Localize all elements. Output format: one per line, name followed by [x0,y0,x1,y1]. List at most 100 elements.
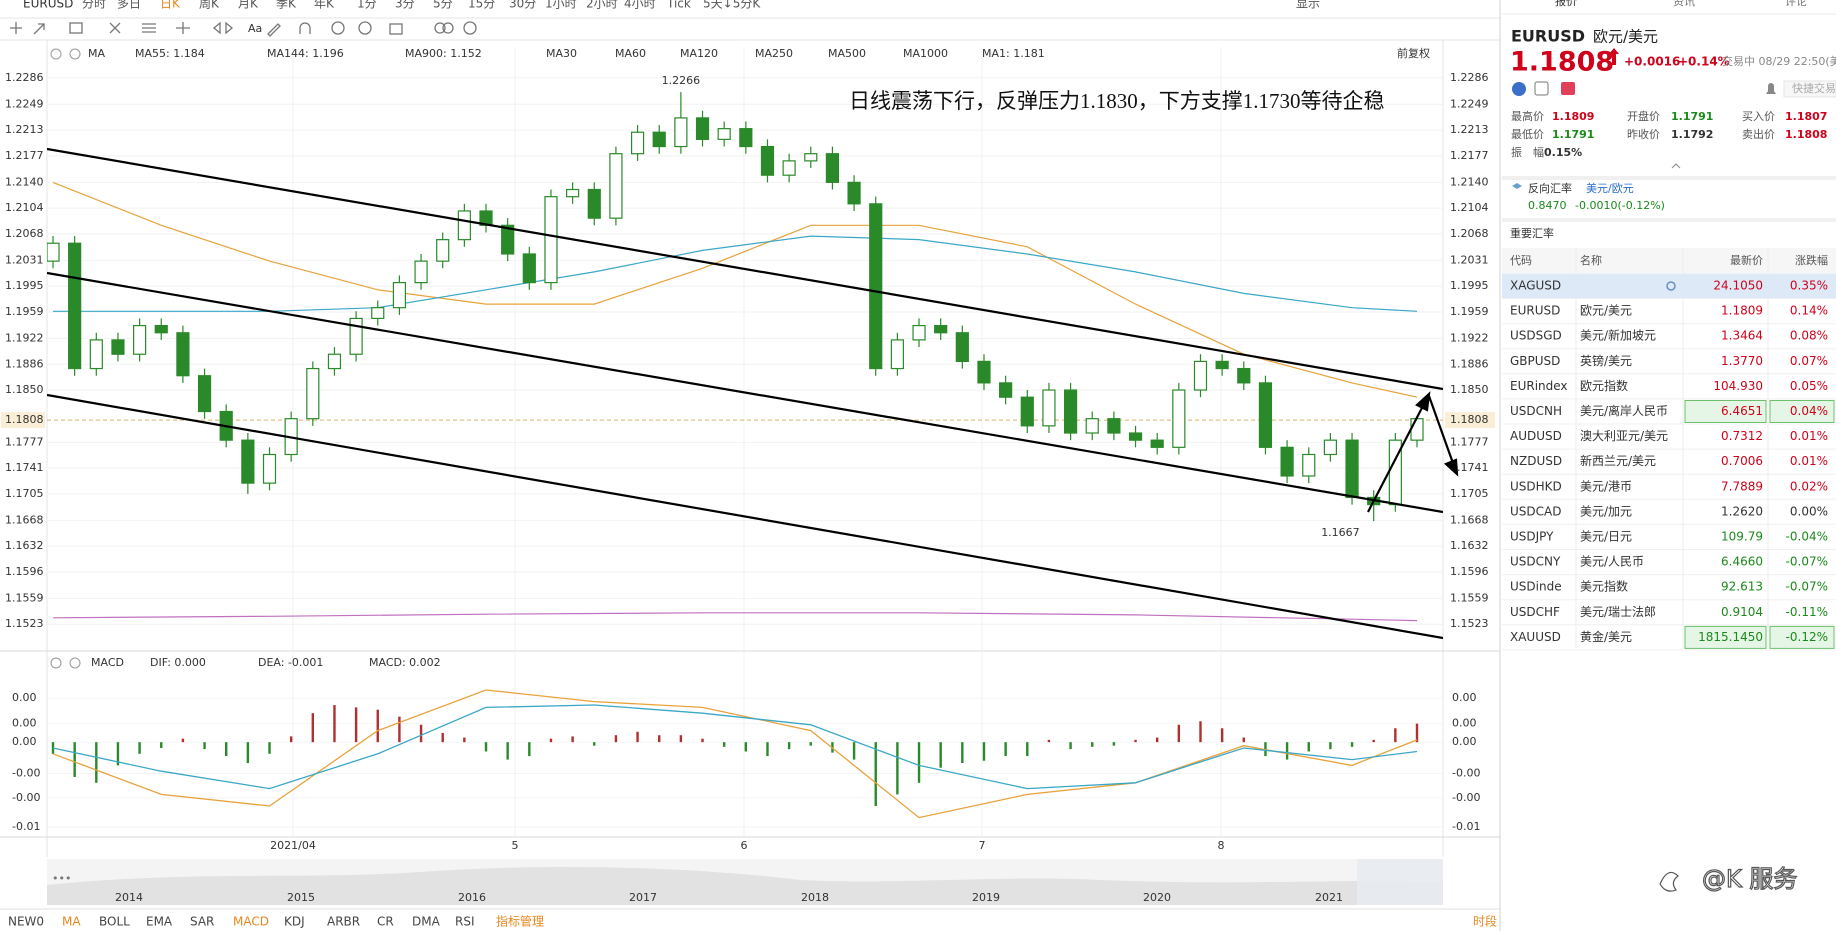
ma-legend-entry[interactable]: MA30 [546,47,577,60]
symbol-code[interactable]: XAUUSD [1510,630,1561,644]
tool-label[interactable]: Aa [248,22,262,35]
symbol-name[interactable]: 新西兰元/美元 [1580,453,1656,468]
close-icon[interactable] [69,48,81,60]
fav-icon[interactable] [1561,82,1575,95]
indicator-tab[interactable]: EMA [146,915,173,929]
period-tab[interactable]: 15分 [468,0,495,11]
settings-icon[interactable] [50,48,62,60]
macd-legend-entry[interactable]: DIF: 0.000 [150,656,206,669]
tool-icon[interactable] [10,22,22,34]
web-icon[interactable] [1512,82,1526,96]
tool-icon[interactable] [463,21,477,35]
indicator-tab[interactable]: KDJ [284,915,305,929]
symbol-name[interactable]: 美元/新加坡元 [1580,328,1656,343]
period-tab[interactable]: 2小时 [586,0,618,11]
symbol-name[interactable]: 美元/日元 [1580,530,1632,544]
period-tab[interactable]: 1小时 [545,0,577,11]
tool-icon[interactable] [389,23,403,35]
symbol-code[interactable]: USDCNY [1510,555,1561,569]
tool-icon[interactable] [442,22,454,34]
indicator-tab[interactable]: MACD [233,915,269,929]
period-tab[interactable]: 5分 [433,0,453,11]
symbol-name[interactable]: 美元/离岸人民币 [1580,403,1668,418]
symbol-name[interactable]: 英镑/美元 [1580,353,1632,368]
navigator-window[interactable] [1357,859,1443,905]
period-tab[interactable]: 年K [314,0,335,11]
period-tab[interactable]: 4小时 [624,0,656,11]
tool-icon[interactable] [331,21,345,35]
period-tab[interactable]: 30分 [509,0,536,11]
symbol-code[interactable]: USDCNH [1510,404,1562,418]
indicator-tab[interactable]: BOLL [99,915,130,929]
tool-icon[interactable] [109,22,121,34]
session-tab[interactable]: 时段 [1473,914,1497,929]
symbol-name[interactable]: 欧元指数 [1580,378,1628,393]
symbol-code[interactable]: USDCAD [1510,504,1561,518]
indicator-tab[interactable]: SAR [190,915,214,929]
navigator-handle[interactable]: ••• [52,872,71,885]
indicator-tab[interactable]: NEW0 [8,915,44,929]
period-tab[interactable]: 月K [238,0,259,11]
macd-legend-entry[interactable]: DEA: -0.001 [258,656,323,669]
display-menu[interactable]: 显示 [1296,0,1320,11]
symbol-name[interactable]: 澳大利亚元/美元 [1580,429,1668,443]
tool-icon[interactable] [33,23,45,35]
ma-legend-entry[interactable]: MA500 [828,47,866,60]
symbol-code[interactable]: GBPUSD [1510,354,1560,368]
ma-legend-entry[interactable]: MA900: 1.152 [405,47,482,60]
macd-legend-entry[interactable]: MACD: 0.002 [369,656,441,669]
ma-legend-entry[interactable]: MA1: 1.181 [982,47,1045,60]
period-tab[interactable]: 日K [160,0,181,11]
indicator-tab[interactable]: RSI [455,915,475,929]
symbol-name[interactable]: 美元/人民币 [1580,555,1644,569]
indicator-tab[interactable]: ARBR [327,915,360,929]
close-icon[interactable] [69,657,81,669]
indicator-tab[interactable]: 指标管理 [496,914,544,929]
indicator-tab[interactable]: MA [62,915,81,929]
period-tab[interactable]: 多日 [117,0,141,11]
symbol-code[interactable]: USDCHF [1510,605,1560,619]
macd-title[interactable]: MACD [91,656,124,669]
column-header[interactable]: 涨跌幅 [1795,253,1828,267]
adjust-toggle[interactable]: 前复权 [1397,46,1430,60]
collapse-icon[interactable] [1671,163,1681,169]
symbol-code[interactable]: USDHKD [1510,479,1562,493]
symbol-name[interactable]: 美元/瑞士法郎 [1580,605,1656,619]
symbol-name[interactable]: 美元指数 [1580,579,1628,594]
panel-tab[interactable]: 资讯 [1673,0,1695,8]
period-tab[interactable]: 1分 [357,0,377,11]
settings-icon[interactable] [50,657,62,669]
indicator-tab[interactable]: CR [377,915,394,929]
symbol-code[interactable]: USDinde [1510,580,1562,594]
symbol-name[interactable]: 黄金/美元 [1580,629,1632,644]
watch-icon[interactable] [1666,281,1676,291]
tool-icon[interactable] [299,22,311,34]
ma-legend-entry[interactable]: MA60 [615,47,646,60]
fast-trade-button[interactable] [1783,80,1836,98]
period-tab[interactable]: 周K [199,0,220,11]
tool-icon[interactable] [434,22,446,34]
ma-legend-entry[interactable]: MA250 [755,47,793,60]
tool-icon[interactable] [267,23,281,37]
ma-legend-entry[interactable]: MA55: 1.184 [135,47,205,60]
tool-icon[interactable] [358,21,372,35]
column-header[interactable]: 代码 [1510,254,1532,267]
symbol-code[interactable]: EURindex [1510,379,1568,393]
panel-tab[interactable]: 评论 [1785,0,1807,8]
panel-tab[interactable]: 报价 [1555,0,1577,8]
period-tab[interactable]: 3分 [395,0,415,11]
symbol-code[interactable]: AUDUSD [1510,429,1562,443]
ma-legend-entry[interactable]: MA144: 1.196 [267,47,344,60]
reverse-pair[interactable]: 美元/欧元 [1586,182,1634,195]
column-header[interactable]: 名称 [1580,253,1602,267]
news-icon[interactable] [1534,81,1549,96]
period-tab[interactable]: Tick [666,0,691,11]
symbol-code[interactable]: USDSGD [1510,329,1562,343]
symbol-code[interactable]: NZDUSD [1510,454,1562,468]
drawing-tools[interactable] [10,21,477,37]
symbol-tab[interactable]: EURUSD [23,0,73,11]
bell-icon[interactable] [1766,83,1776,94]
symbol-name[interactable]: 美元/港币 [1580,479,1632,493]
symbol-code[interactable]: XAGUSD [1510,279,1561,293]
symbol-name[interactable]: 欧元/美元 [1580,304,1632,318]
